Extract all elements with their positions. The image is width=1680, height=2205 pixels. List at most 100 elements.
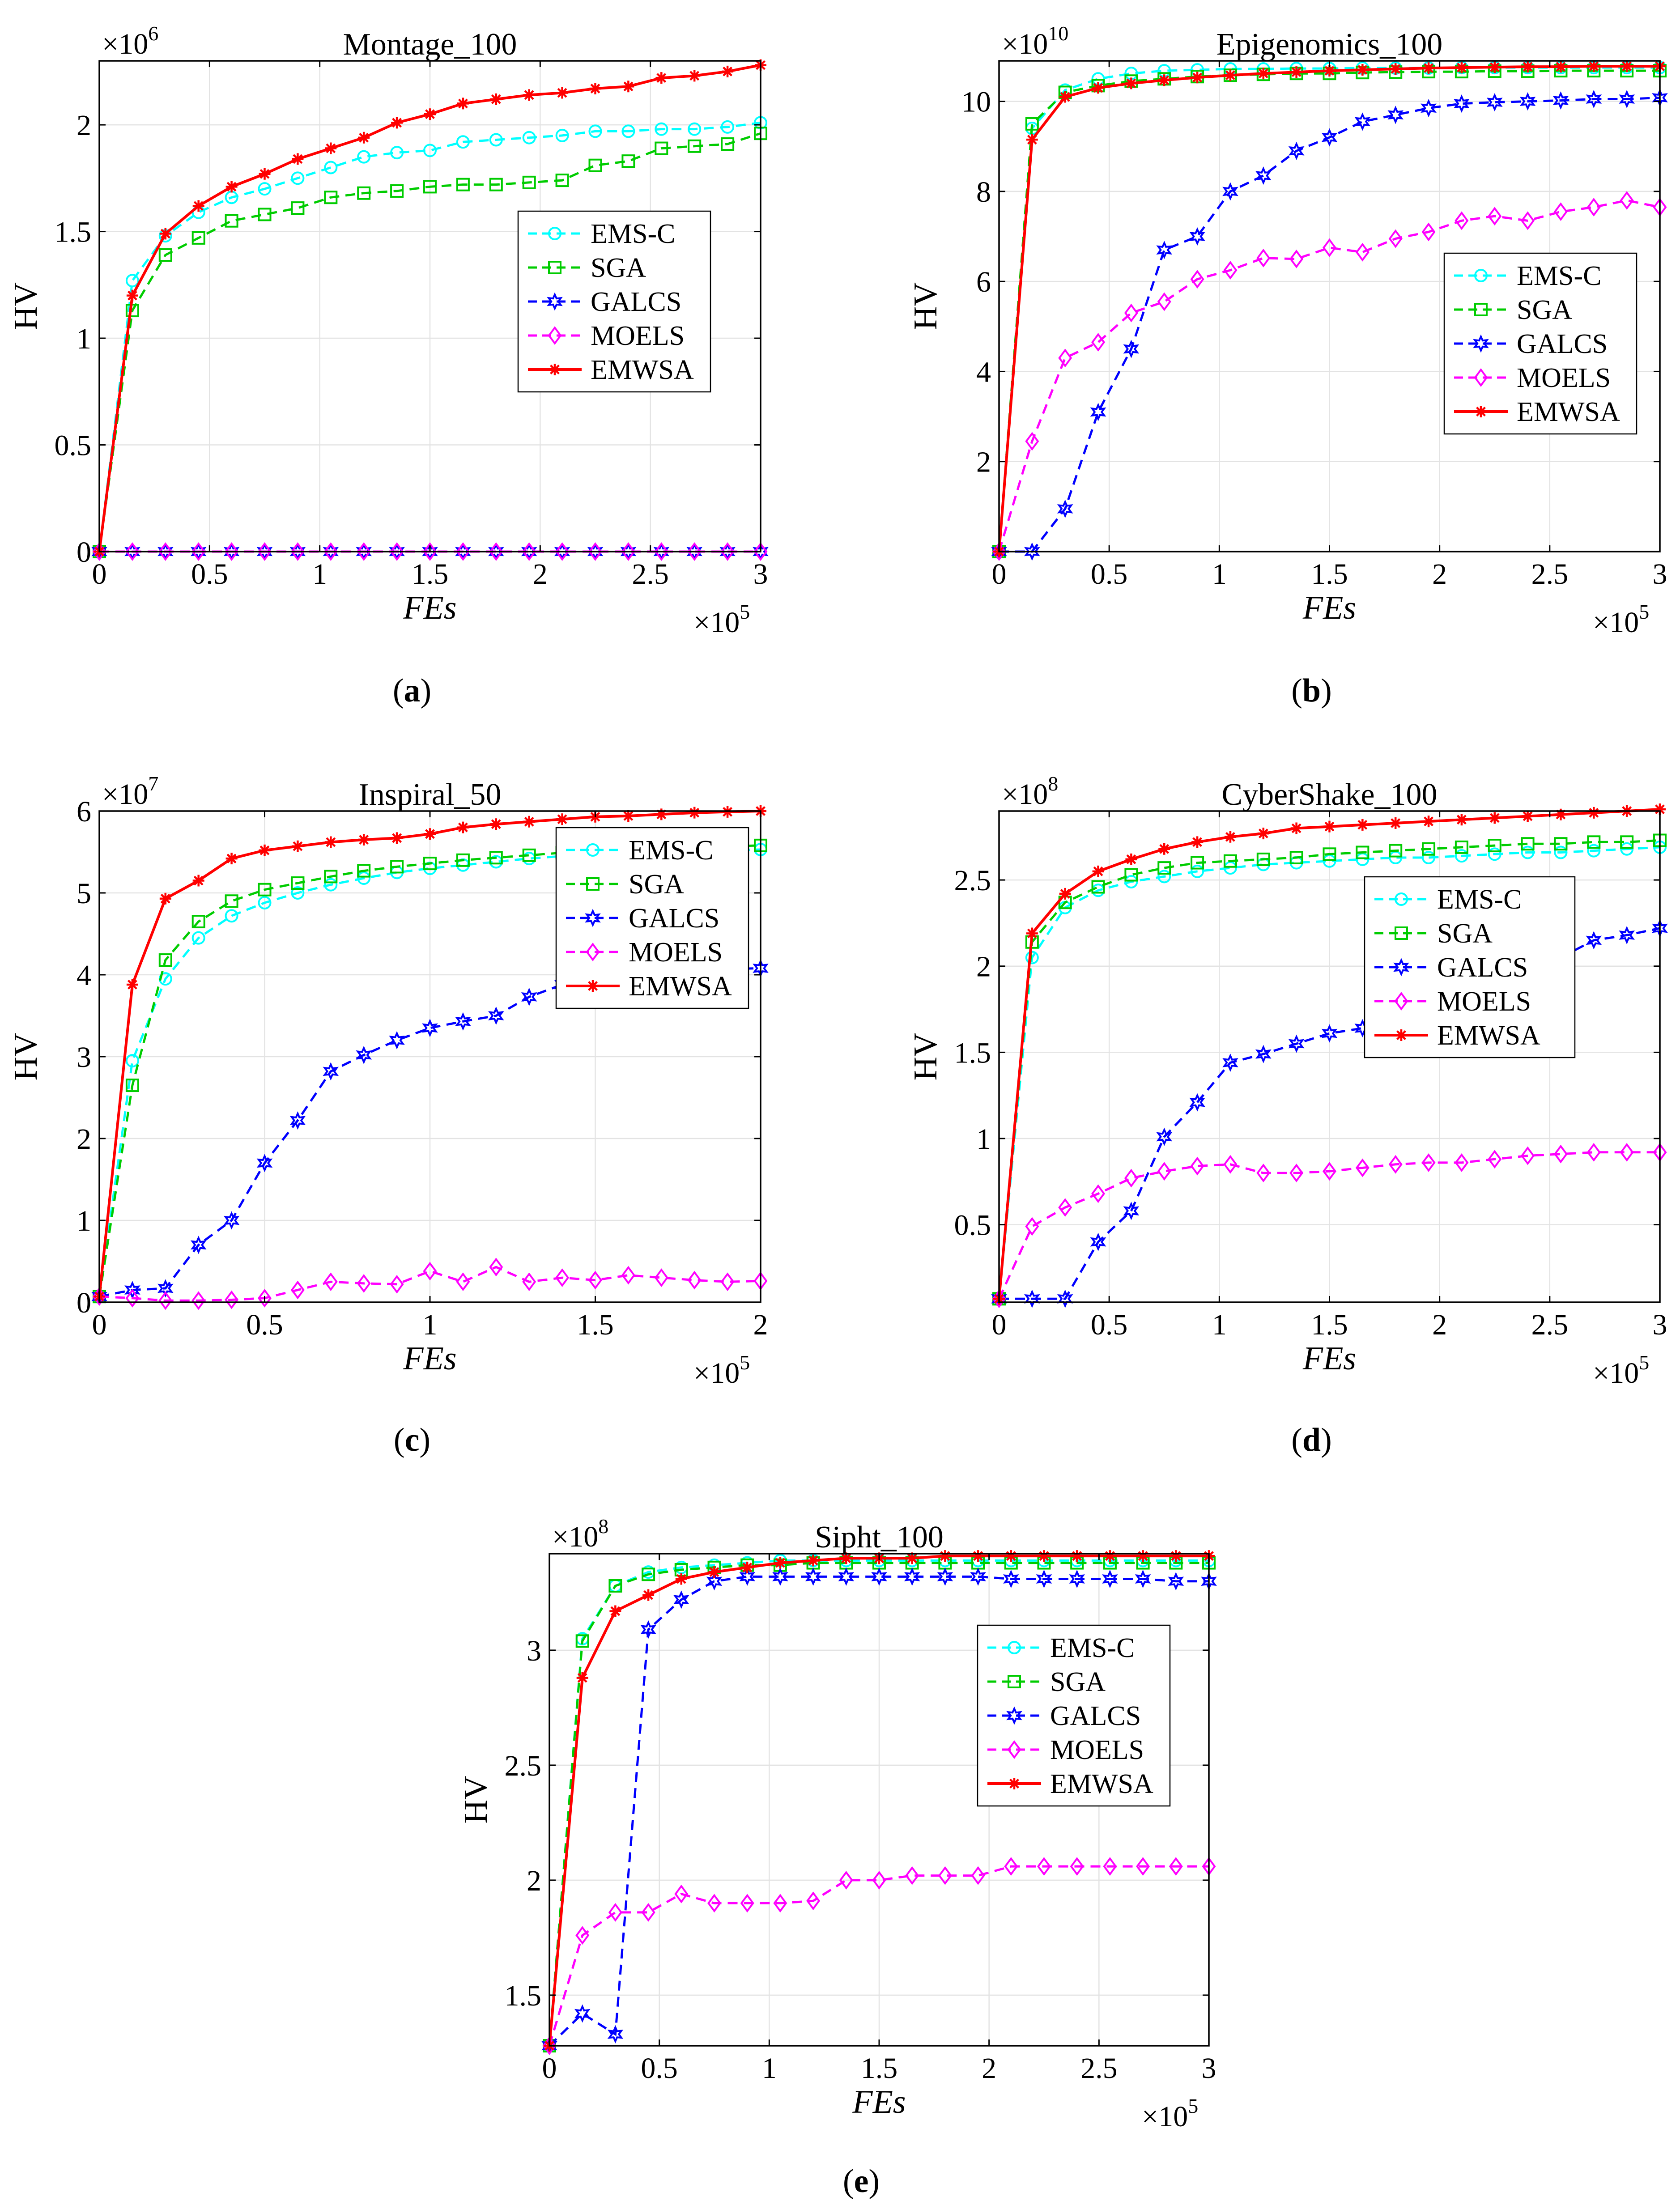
data-point [720,542,735,561]
legend-entry-ems-c: EMS-C [987,1633,1135,1663]
data-point [1355,1158,1370,1177]
y-tick-label: 3 [527,1635,541,1667]
data-point [1103,1857,1117,1876]
data-point [621,1266,635,1285]
data-point [689,807,701,819]
panel-caption-letter: d [1302,1422,1321,1458]
data-point [422,1019,438,1037]
data-point [655,72,668,84]
y-tick-label: 1.5 [55,216,92,249]
data-point [1323,65,1335,77]
x-tick-label: 0 [92,558,107,591]
series-line-moels [998,1151,1660,1300]
y-tick-label: 4 [77,959,91,992]
data-point [1257,828,1269,840]
legend-entry-ems-c: EMS-C [1374,884,1522,915]
data-point [1586,1143,1601,1162]
data-point [1587,844,1601,858]
data-point [192,875,204,887]
data-point [1123,340,1140,358]
legend-marker [1394,992,1408,1011]
y-axis-label: HV [8,1033,44,1081]
data-point [158,1291,173,1310]
y-tick-label: 2.5 [505,1750,542,1782]
data-point [1124,875,1138,888]
data-point [839,1870,853,1890]
data-point [1522,61,1534,73]
data-point [522,542,536,561]
data-point [642,1568,655,1581]
data-point [1090,403,1106,421]
chart-panel-d: 0 0.5 1 1.5 2 2.5 3 0.5 1 1.5 2 2.5 ×108 ×105 CyberSha… [907,772,1668,1458]
data-point [158,953,172,967]
data-point [1390,817,1402,829]
legend-entry-emwsa: EMWSA [528,355,694,385]
data-point [1156,241,1173,259]
data-point [357,150,371,164]
data-point [457,98,469,110]
data-point [1036,1569,1052,1589]
data-point [674,1884,689,1903]
data-point [722,806,734,818]
legend-marker [585,909,601,927]
data-point [1519,92,1536,111]
data-point [357,186,371,200]
series-galcs [991,88,1668,561]
data-point [555,128,569,142]
legend-entry-sga: SGA [1454,295,1572,325]
data-point [555,542,570,561]
data-point [1488,207,1502,226]
data-point [225,214,238,228]
y-multiplier: ×106 [102,22,158,60]
data-point [741,1561,753,1573]
legend-box [1364,876,1576,1058]
data-point [125,542,140,561]
panel-caption: (d) [1291,1422,1331,1458]
data-point [1104,1550,1116,1562]
data-point [191,1291,206,1310]
data-point [357,871,371,885]
data-point [1323,238,1336,257]
x-tick-label: 0 [542,2052,557,2085]
x-multiplier-exp: 5 [1639,600,1649,623]
data-point [1488,839,1501,853]
data-point [1421,1153,1436,1172]
data-point [807,1555,819,1567]
data-point [158,542,173,561]
data-point [1290,822,1302,834]
data-point [323,1062,339,1081]
data-point [1190,270,1204,289]
data-point [576,1672,588,1684]
data-point [688,122,702,136]
data-point [1005,1550,1017,1562]
data-point [621,542,635,561]
data-point [1521,845,1535,859]
data-point [125,1288,140,1308]
data-point [1586,89,1602,109]
data-point [390,542,404,561]
legend-entry-galcs: GALCS [1454,329,1608,359]
data-point [1620,835,1634,849]
data-point [1288,1034,1305,1053]
data-point [707,1894,721,1913]
data-point [323,1272,338,1292]
series-sga [93,127,767,558]
legend-marker [1008,1641,1021,1654]
data-point [1256,1164,1271,1182]
data-point [972,1550,984,1562]
data-point [621,124,635,138]
data-point [1587,835,1601,849]
data-point [588,1270,602,1290]
data-point [753,542,768,561]
data-point [1323,820,1335,833]
data-point [1621,60,1633,72]
data-point [1191,72,1204,84]
y-tick-label: 10 [961,86,991,119]
data-point [456,135,470,149]
data-point [190,1236,207,1254]
data-point [772,1567,788,1586]
data-point [1025,951,1039,964]
data-point [291,201,305,215]
data-point [1124,1168,1138,1188]
x-tick-label: 2.5 [1531,558,1569,591]
